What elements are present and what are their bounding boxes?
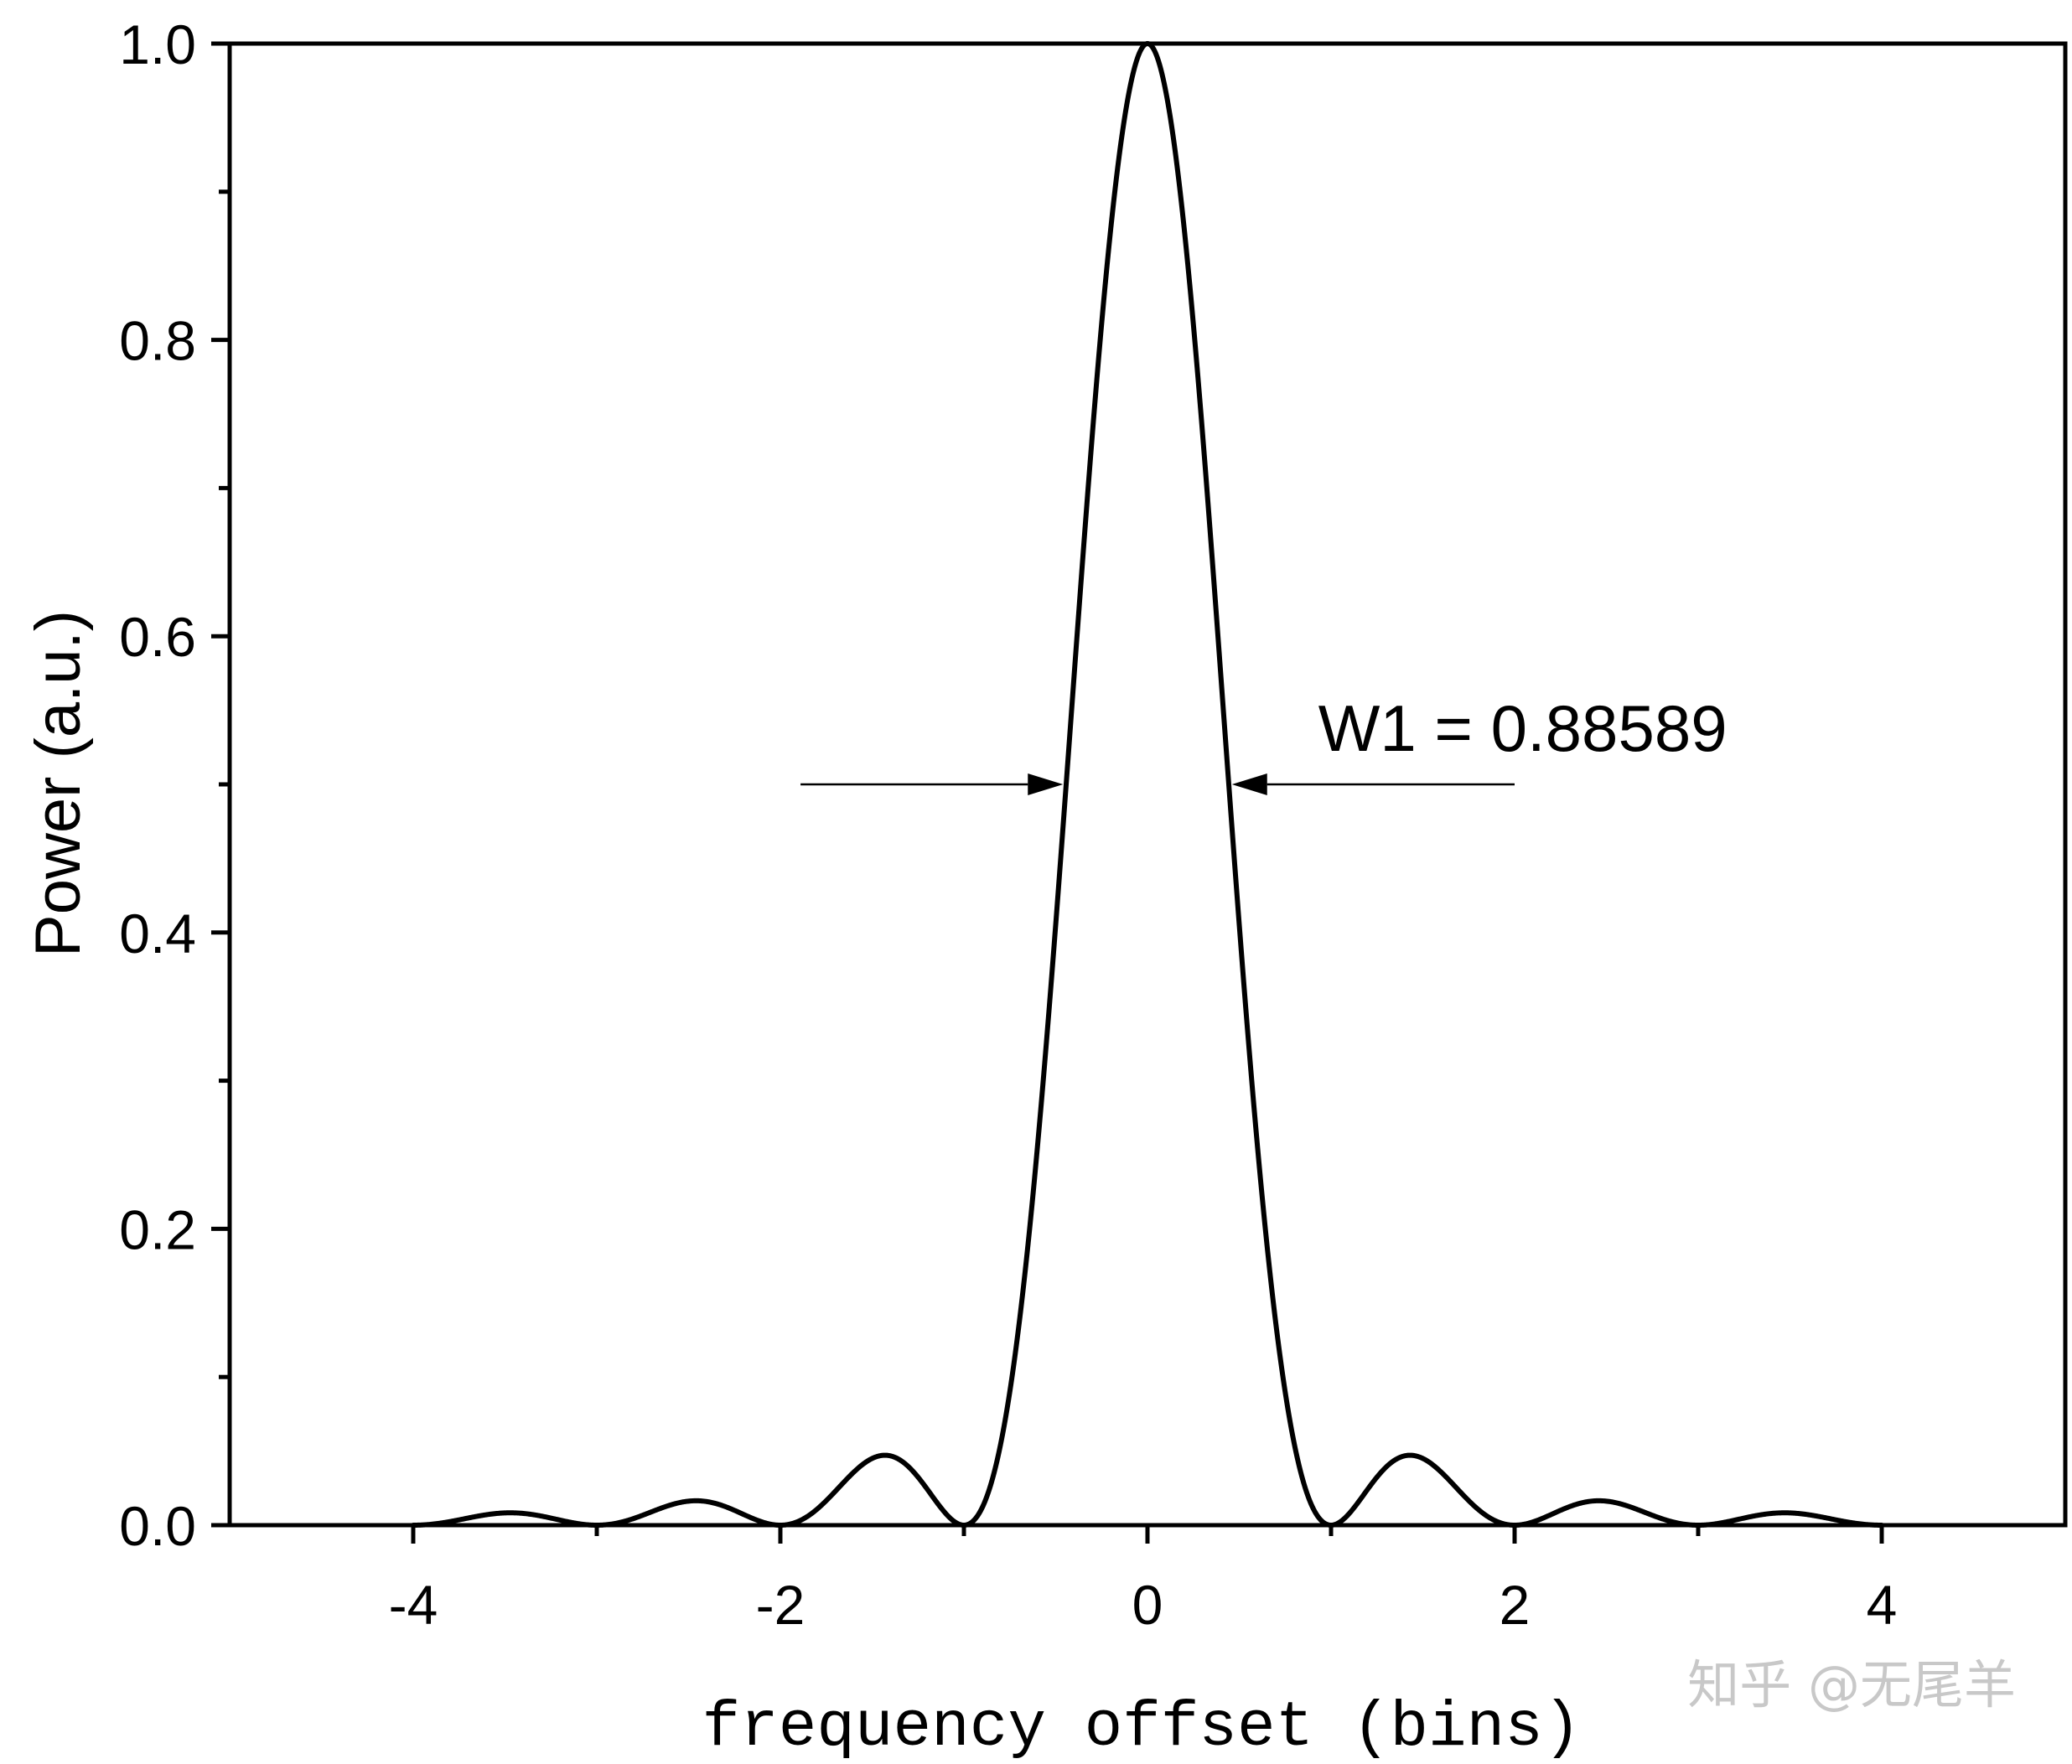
x-tick-label: -4 xyxy=(389,1574,438,1636)
fwhm-left-arrowhead xyxy=(1028,773,1064,795)
fwhm-annotation-text: W1 = 0.88589 xyxy=(1318,691,1728,765)
tick-labels-layer: -4 -2 0 2 4 0.0 0.2 0.4 0.6 0.8 1.0 xyxy=(119,13,1897,1636)
y-tick-label: 1.0 xyxy=(119,13,196,75)
x-tick-label: -2 xyxy=(756,1574,805,1636)
x-tick-label: 0 xyxy=(1132,1574,1163,1636)
ticks-layer xyxy=(211,41,1884,1544)
annotation-layer: W1 = 0.88589 xyxy=(800,691,1728,795)
plot-frame xyxy=(227,41,2068,1528)
y-tick-label: 0.0 xyxy=(119,1495,196,1557)
watermark: 知乎 @无尾羊 xyxy=(1687,1654,2016,1715)
fwhm-right-arrowhead xyxy=(1231,773,1267,795)
y-tick-label: 0.4 xyxy=(119,903,196,965)
series-line xyxy=(411,41,1884,1528)
y-tick-label: 0.8 xyxy=(119,310,196,372)
y-axis-label: Power (a.u.) xyxy=(23,610,94,957)
x-tick-label: 2 xyxy=(1500,1574,1531,1636)
x-tick-label: 4 xyxy=(1867,1574,1898,1636)
y-tick-label: 0.6 xyxy=(119,606,196,668)
y-tick-label: 0.2 xyxy=(119,1198,196,1260)
x-axis-label: frequency offset (bins) xyxy=(702,1692,1582,1764)
